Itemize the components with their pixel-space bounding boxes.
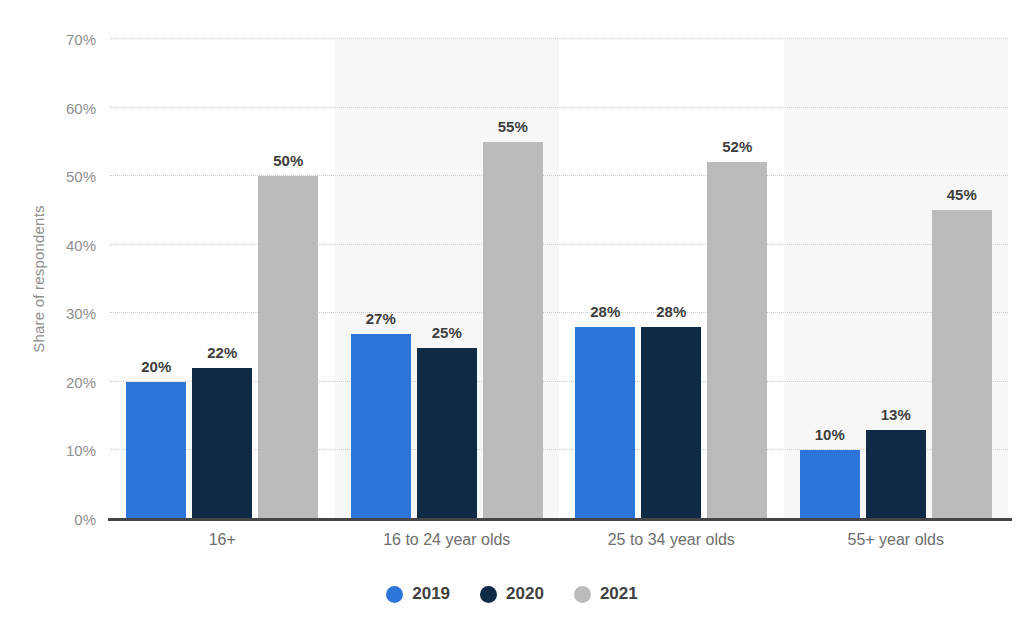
bar-value-label: 20% — [141, 358, 171, 375]
bar-value-label: 22% — [207, 344, 237, 361]
y-axis-ticks: 0%10%20%30%40%50%60%70% — [0, 39, 96, 519]
bar-slot: 45% — [932, 210, 992, 519]
y-tick-label: 0% — [0, 512, 96, 527]
bar-value-label: 10% — [815, 426, 845, 443]
bar-2020-16 to 24 year olds[interactable] — [417, 348, 477, 519]
bar-2019-16+[interactable] — [126, 382, 186, 519]
bar-value-label: 13% — [881, 406, 911, 423]
y-tick-label: 10% — [0, 443, 96, 458]
x-axis-category-label: 16+ — [110, 531, 335, 549]
legend-item-2020[interactable]: 2020 — [480, 584, 544, 604]
legend-item-2019[interactable]: 2019 — [386, 584, 450, 604]
legend: 2019 2020 2021 — [0, 584, 1024, 604]
legend-swatch-icon — [480, 586, 497, 603]
bar-group: 28%28%52% — [559, 39, 784, 519]
x-axis-labels: 16+16 to 24 year olds25 to 34 year olds5… — [110, 531, 1008, 549]
legend-swatch-icon — [386, 586, 403, 603]
legend-label: 2020 — [506, 584, 544, 604]
bar-group: 27%25%55% — [335, 39, 560, 519]
bar-2020-55+ year olds[interactable] — [866, 430, 926, 519]
bar-groups: 20%22%50%27%25%55%28%28%52%10%13%45% — [110, 39, 1008, 519]
y-tick-label: 20% — [0, 374, 96, 389]
bar-2021-16+[interactable] — [258, 176, 318, 519]
bar-2019-25 to 34 year olds[interactable] — [575, 327, 635, 519]
legend-item-2021[interactable]: 2021 — [574, 584, 638, 604]
bar-value-label: 52% — [722, 138, 752, 155]
x-axis-category-label: 16 to 24 year olds — [335, 531, 560, 549]
bar-value-label: 25% — [432, 324, 462, 341]
legend-label: 2019 — [412, 584, 450, 604]
y-tick-label: 70% — [0, 32, 96, 47]
bar-slot: 28% — [575, 327, 635, 519]
x-axis-category-label: 55+ year olds — [784, 531, 1009, 549]
bar-slot: 27% — [351, 334, 411, 519]
bar-slot: 55% — [483, 142, 543, 519]
chart-root: Share of respondents 0%10%20%30%40%50%60… — [0, 0, 1024, 632]
bar-slot: 13% — [866, 430, 926, 519]
bar-2021-25 to 34 year olds[interactable] — [707, 162, 767, 519]
y-tick-label: 60% — [0, 100, 96, 115]
bar-slot: 52% — [707, 162, 767, 519]
bar-slot: 10% — [800, 450, 860, 519]
bar-2019-16 to 24 year olds[interactable] — [351, 334, 411, 519]
bar-value-label: 28% — [656, 303, 686, 320]
bar-value-label: 50% — [273, 152, 303, 169]
bar-slot: 50% — [258, 176, 318, 519]
bar-slot: 28% — [641, 327, 701, 519]
y-tick-label: 40% — [0, 237, 96, 252]
bar-value-label: 45% — [947, 186, 977, 203]
bar-slot: 25% — [417, 348, 477, 519]
x-axis-category-label: 25 to 34 year olds — [559, 531, 784, 549]
bar-group: 20%22%50% — [110, 39, 335, 519]
bar-2021-55+ year olds[interactable] — [932, 210, 992, 519]
bar-slot: 22% — [192, 368, 252, 519]
bar-2020-25 to 34 year olds[interactable] — [641, 327, 701, 519]
legend-label: 2021 — [600, 584, 638, 604]
bar-slot: 20% — [126, 382, 186, 519]
bar-2020-16+[interactable] — [192, 368, 252, 519]
x-axis-line — [108, 518, 1012, 521]
bar-value-label: 55% — [498, 118, 528, 135]
bar-value-label: 27% — [366, 310, 396, 327]
y-tick-label: 50% — [0, 169, 96, 184]
y-tick-label: 30% — [0, 306, 96, 321]
bar-2021-16 to 24 year olds[interactable] — [483, 142, 543, 519]
legend-swatch-icon — [574, 586, 591, 603]
bar-group: 10%13%45% — [784, 39, 1009, 519]
plot-area: 20%22%50%27%25%55%28%28%52%10%13%45% — [110, 39, 1008, 519]
bar-2019-55+ year olds[interactable] — [800, 450, 860, 519]
bar-value-label: 28% — [590, 303, 620, 320]
